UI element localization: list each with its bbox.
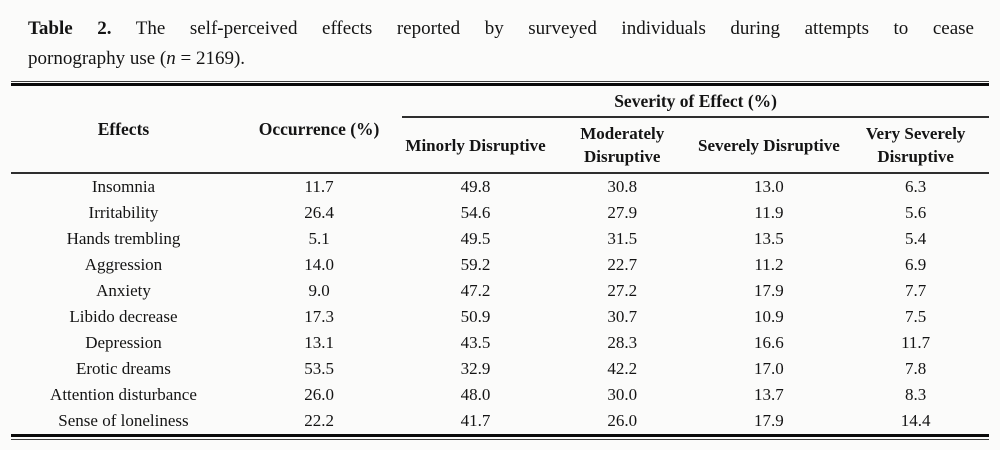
table-row-aggression: Aggression 14.0 59.2 22.7 11.2 6.9 (11, 252, 989, 278)
moderately-cell: 27.2 (607, 281, 638, 300)
column-header-moderately-disruptive: Moderately Disruptive (548, 117, 696, 174)
very-severely-cell: 14.4 (900, 411, 931, 430)
bottom-rule-thick-line (11, 434, 989, 437)
very-severely-cell: 7.8 (905, 359, 927, 378)
effect-name-cell: Anxiety (96, 281, 151, 300)
table-caption-text3: = 2169). (175, 48, 246, 69)
column-header-occurrence: Occurrence (%) (235, 86, 403, 174)
occurrence-cell: 26.4 (304, 203, 334, 222)
very-severely-cell: 11.7 (901, 333, 931, 352)
minorly-cell: 41.7 (460, 411, 491, 430)
table-row-libido-decrease: Libido decrease 17.3 50.9 30.7 10.9 7.5 (11, 304, 989, 330)
effects-table: Effects Occurrence (%) Severity of Effec… (11, 86, 989, 434)
severely-cell: 13.0 (754, 177, 784, 196)
moderately-cell: 26.0 (607, 411, 638, 430)
minorly-cell: 59.2 (460, 255, 491, 274)
very-severely-cell: 8.3 (905, 385, 927, 404)
minorly-cell: 49.8 (460, 177, 491, 196)
effect-name-cell: Attention disturbance (50, 385, 197, 404)
occurrence-cell: 11.7 (304, 177, 334, 196)
top-rule-thick-line (11, 83, 989, 86)
data-table-container: Effects Occurrence (%) Severity of Effec… (11, 81, 989, 440)
very-severely-cell: 5.6 (905, 203, 927, 222)
moderately-cell: 22.7 (607, 255, 638, 274)
minorly-cell: 49.5 (460, 229, 491, 248)
column-header-severely-disruptive: Severely Disruptive (695, 117, 843, 174)
column-group-header-severity: Severity of Effect (%) (402, 86, 989, 118)
occurrence-cell: 17.3 (304, 307, 334, 326)
column-header-effects: Effects (11, 86, 236, 174)
very-severely-cell: 7.7 (905, 281, 927, 300)
severely-cell: 17.0 (754, 359, 784, 378)
occurrence-cell: 26.0 (304, 385, 334, 404)
table-caption-text: The self-perceived effects reported by s… (135, 18, 974, 39)
table-row-insomnia: Insomnia 11.7 49.8 30.8 13.0 6.3 (11, 173, 989, 200)
occurrence-cell: 53.5 (304, 359, 334, 378)
table-top-rule (11, 81, 989, 86)
table-row-anxiety: Anxiety 9.0 47.2 27.2 17.9 7.7 (11, 278, 989, 304)
table-body: Insomnia 11.7 49.8 30.8 13.0 6.3 Irritab… (11, 173, 989, 434)
severely-cell: 17.9 (754, 281, 784, 300)
very-severely-cell: 5.4 (905, 229, 927, 248)
table-row-irritability: Irritability 26.4 54.6 27.9 11.9 5.6 (11, 200, 989, 226)
bottom-rule-thin-line (11, 439, 989, 440)
table-row-hands-trembling: Hands trembling 5.1 49.5 31.5 13.5 5.4 (11, 226, 989, 252)
table-row-attention-disturbance: Attention disturbance 26.0 48.0 30.0 13.… (11, 382, 989, 408)
occurrence-cell: 5.1 (308, 229, 330, 248)
moderately-cell: 30.7 (607, 307, 638, 326)
very-severely-cell: 6.3 (905, 177, 927, 196)
occurrence-cell: 9.0 (308, 281, 330, 300)
header-row-group: Effects Occurrence (%) Severity of Effec… (11, 86, 989, 174)
occurrence-cell: 14.0 (304, 255, 334, 274)
header-row-severity: Minorly Disruptive Moderately Disruptive… (11, 117, 989, 174)
table-bottom-rule (11, 434, 989, 440)
effect-name-cell: Erotic dreams (76, 359, 171, 378)
table-header: Effects Occurrence (%) Severity of Effec… (11, 86, 989, 174)
effect-name-cell: Hands trembling (66, 229, 181, 248)
severely-cell: 11.2 (754, 255, 784, 274)
occurrence-cell: 13.1 (304, 333, 334, 352)
moderately-cell: 31.5 (607, 229, 638, 248)
minorly-cell: 54.6 (460, 203, 491, 222)
table-row-erotic-dreams: Erotic dreams 53.5 32.9 42.2 17.0 7.8 (11, 356, 989, 382)
moderately-cell: 28.3 (607, 333, 638, 352)
minorly-cell: 32.9 (460, 359, 491, 378)
minorly-cell: 47.2 (460, 281, 491, 300)
table-caption-text2: pornography use ( (28, 48, 167, 69)
table-row-sense-of-loneliness: Sense of loneliness 22.2 41.7 26.0 17.9 … (11, 408, 989, 434)
effect-name-cell: Aggression (84, 255, 163, 274)
effect-name-cell: Depression (85, 333, 162, 352)
severely-cell: 13.7 (754, 385, 784, 404)
moderately-cell: 30.0 (607, 385, 638, 404)
table-caption-label: Table 2. (28, 18, 112, 39)
column-header-minorly-disruptive: Minorly Disruptive (402, 117, 549, 174)
severely-cell: 11.9 (754, 203, 784, 222)
table-row-depression: Depression 13.1 43.5 28.3 16.6 11.7 (11, 330, 989, 356)
table-caption-line2: pornography use (n = 2169). (28, 44, 974, 74)
very-severely-cell: 6.9 (905, 255, 927, 274)
severely-cell: 16.6 (754, 333, 784, 352)
effect-name-cell: Sense of loneliness (58, 411, 189, 430)
occurrence-cell: 22.2 (304, 411, 334, 430)
moderately-cell: 42.2 (607, 359, 638, 378)
table-caption: Table 2. The self-perceived effects repo… (0, 0, 1000, 74)
severely-cell: 17.9 (754, 411, 784, 430)
very-severely-cell: 7.5 (905, 307, 927, 326)
column-header-very-severely-disruptive: Very Severely Disruptive (842, 117, 989, 174)
severely-cell: 10.9 (754, 307, 784, 326)
effect-name-cell: Libido decrease (69, 307, 178, 326)
table-caption-line1: Table 2. The self-perceived effects repo… (28, 14, 974, 44)
minorly-cell: 48.0 (460, 385, 491, 404)
severely-cell: 13.5 (754, 229, 784, 248)
caption-n-variable: n (166, 48, 176, 69)
effect-name-cell: Irritability (88, 203, 159, 222)
moderately-cell: 27.9 (607, 203, 638, 222)
moderately-cell: 30.8 (607, 177, 638, 196)
effect-name-cell: Insomnia (91, 177, 156, 196)
minorly-cell: 50.9 (460, 307, 491, 326)
minorly-cell: 43.5 (460, 333, 491, 352)
top-rule-thin-line (11, 81, 989, 82)
